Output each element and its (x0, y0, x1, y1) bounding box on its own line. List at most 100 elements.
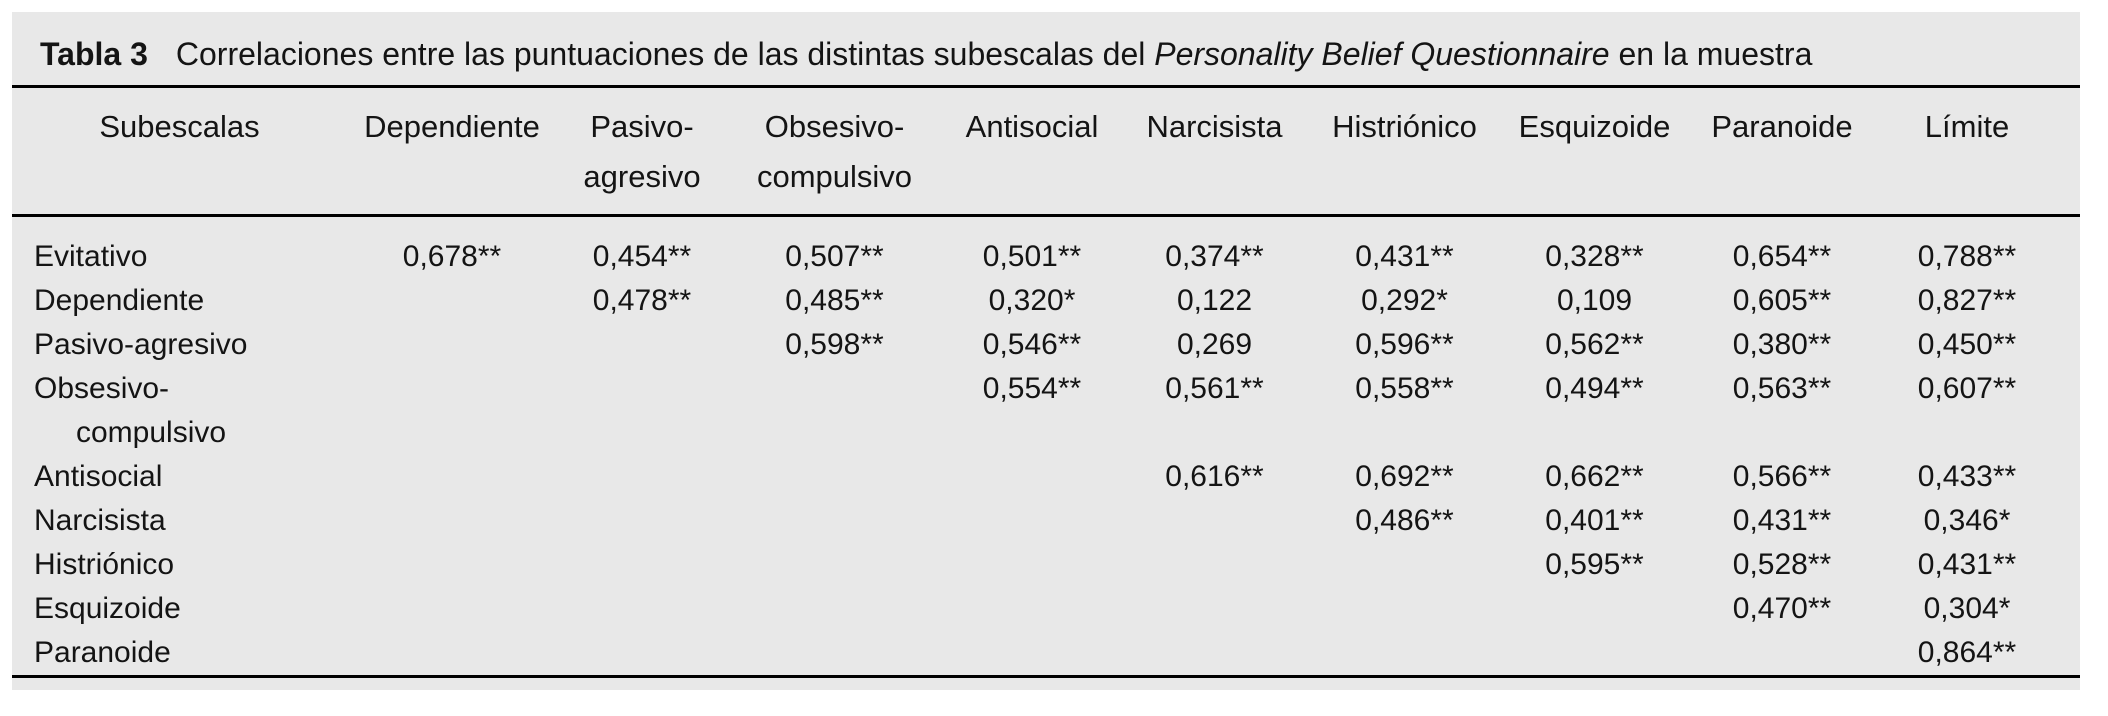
correlation-cell (347, 279, 557, 323)
correlation-cell (347, 367, 557, 455)
correlation-cell (1122, 631, 1307, 675)
correlation-cell: 0,292* (1361, 284, 1448, 317)
header-row: Subescalas Dependiente Pasivo- agresivo … (12, 88, 2057, 214)
column-header-obsesivo-compulsivo: Obsesivo- compulsivo (756, 109, 913, 194)
correlation-cell: 0,561** (1165, 372, 1264, 405)
table-body: Evitativo 0,678** 0,454** 0,507** 0,501** 0,3… (12, 235, 2057, 675)
correlation-cell: 0,605** (1732, 284, 1832, 317)
column-header-histrionico: Histriónico (1332, 109, 1477, 144)
correlation-cell: 0,374** (1165, 240, 1264, 273)
correlation-cell (347, 499, 557, 543)
correlation-cell (942, 543, 1122, 587)
column-header-subescalas: Subescalas (99, 109, 260, 144)
divider-top (12, 85, 2080, 88)
correlation-cell: 0,654** (1732, 240, 1832, 273)
correlation-cell (1502, 587, 1687, 631)
column-header-paranoide: Paranoide (1711, 109, 1853, 144)
correlation-cell (347, 323, 557, 367)
correlation-cell (347, 455, 557, 499)
correlation-cell: 0,692** (1355, 460, 1454, 493)
correlation-cell (347, 587, 557, 631)
correlation-cell (1687, 631, 1877, 675)
correlation-cell (557, 323, 727, 367)
column-header-limite: Límite (1924, 109, 2010, 144)
correlation-cell (1307, 543, 1502, 587)
correlation-cell (942, 499, 1122, 543)
correlation-cell (727, 631, 942, 675)
table-row: Paranoide 0,864** (12, 631, 2057, 675)
table-row: Evitativo 0,678** 0,454** 0,507** 0,501** 0,3… (12, 235, 2057, 279)
column-header-pasivo-agresivo: Pasivo- agresivo (583, 109, 701, 194)
column-header-dependiente: Dependiente (364, 109, 540, 144)
correlation-cell (1122, 587, 1307, 631)
row-label: Narcisista (34, 504, 166, 537)
correlation-cell: 0,528** (1732, 548, 1832, 581)
table-body-area: Evitativo 0,678** 0,454** 0,507** 0,501** 0,3… (12, 217, 2080, 675)
correlation-cell (1122, 499, 1307, 543)
correlation-cell: 0,788** (1917, 240, 2017, 273)
correlation-cell (557, 499, 727, 543)
row-label: Pasivo-agresivo (34, 328, 248, 361)
table-row: Histriónico 0,595** 0,528** 0,431** (12, 543, 2057, 587)
correlation-cell: 0,566** (1732, 460, 1832, 493)
table-row: Esquizoide 0,470** 0,304* (12, 587, 2057, 631)
correlation-cell: 0,563** (1732, 372, 1832, 405)
table-row: Dependiente 0,478** 0,485** 0,320* 0,122 0,29… (12, 279, 2057, 323)
correlation-cell: 0,554** (982, 372, 1082, 405)
correlation-cell (557, 631, 727, 675)
correlation-cell: 0,433** (1917, 460, 2017, 493)
correlation-cell (1502, 631, 1687, 675)
caption-suffix: en la muestra (1618, 36, 1813, 72)
correlation-cell (557, 367, 727, 455)
correlation-cell (727, 543, 942, 587)
correlation-cell: 0,269 (1176, 328, 1253, 361)
correlation-cell (557, 587, 727, 631)
correlation-cell (347, 543, 557, 587)
column-header-narcisista: Narcisista (1146, 109, 1283, 144)
correlation-cell: 0,346* (1923, 504, 2011, 537)
correlation-cell: 0,485** (785, 284, 884, 317)
row-label: Obsesivo- compulsivo (34, 372, 227, 449)
table-number: Tabla 3 (40, 36, 148, 72)
correlation-cell: 0,494** (1545, 372, 1644, 405)
table-row: Narcisista 0,486** 0,401** 0,431** 0,346* (12, 499, 2057, 543)
correlation-cell (727, 499, 942, 543)
correlation-cell: 0,470** (1732, 592, 1832, 625)
correlation-cell: 0,598** (785, 328, 884, 361)
correlation-cell: 0,454** (592, 240, 692, 273)
correlation-cell: 0,558** (1355, 372, 1454, 405)
correlation-cell: 0,486** (1355, 504, 1454, 537)
row-label: Paranoide (34, 636, 171, 669)
correlation-cell: 0,596** (1355, 328, 1454, 361)
correlation-cell: 0,595** (1545, 548, 1644, 581)
column-header-esquizoide: Esquizoide (1518, 109, 1671, 144)
correlation-cell: 0,616** (1165, 460, 1264, 493)
correlation-cell: 0,864** (1917, 636, 2017, 669)
correlation-cell (942, 631, 1122, 675)
row-label: Histriónico (34, 548, 175, 581)
correlation-cell: 0,431** (1732, 504, 1832, 537)
correlation-cell: 0,501** (982, 240, 1082, 273)
correlation-cell (727, 367, 942, 455)
correlation-cell: 0,304* (1923, 592, 2011, 625)
caption-questionnaire-name: Personality Belief Questionnaire (1154, 36, 1610, 72)
correlation-cell: 0,827** (1917, 284, 2017, 317)
table-caption: Tabla 3 Correlaciones entre las puntuacio… (12, 12, 2080, 85)
correlation-cell: 0,109 (1556, 284, 1633, 317)
correlation-cell (557, 455, 727, 499)
correlation-cell (1307, 631, 1502, 675)
correlation-cell: 0,401** (1545, 504, 1644, 537)
correlation-cell: 0,431** (1917, 548, 2017, 581)
caption-text: Correlaciones entre las puntuaciones de … (175, 36, 1146, 72)
correlation-cell: 0,562** (1545, 328, 1644, 361)
row-label: Antisocial (34, 460, 163, 493)
correlation-cell: 0,678** (402, 240, 502, 273)
correlation-cell (942, 587, 1122, 631)
correlation-cell (557, 543, 727, 587)
correlation-cell (1307, 587, 1502, 631)
table-card: Tabla 3 Correlaciones entre las puntuacio… (12, 12, 2080, 690)
column-header-antisocial: Antisocial (965, 109, 1099, 144)
correlation-cell: 0,478** (592, 284, 692, 317)
table-row: Obsesivo- compulsivo 0,554** 0,561** 0,558*… (12, 367, 2057, 455)
